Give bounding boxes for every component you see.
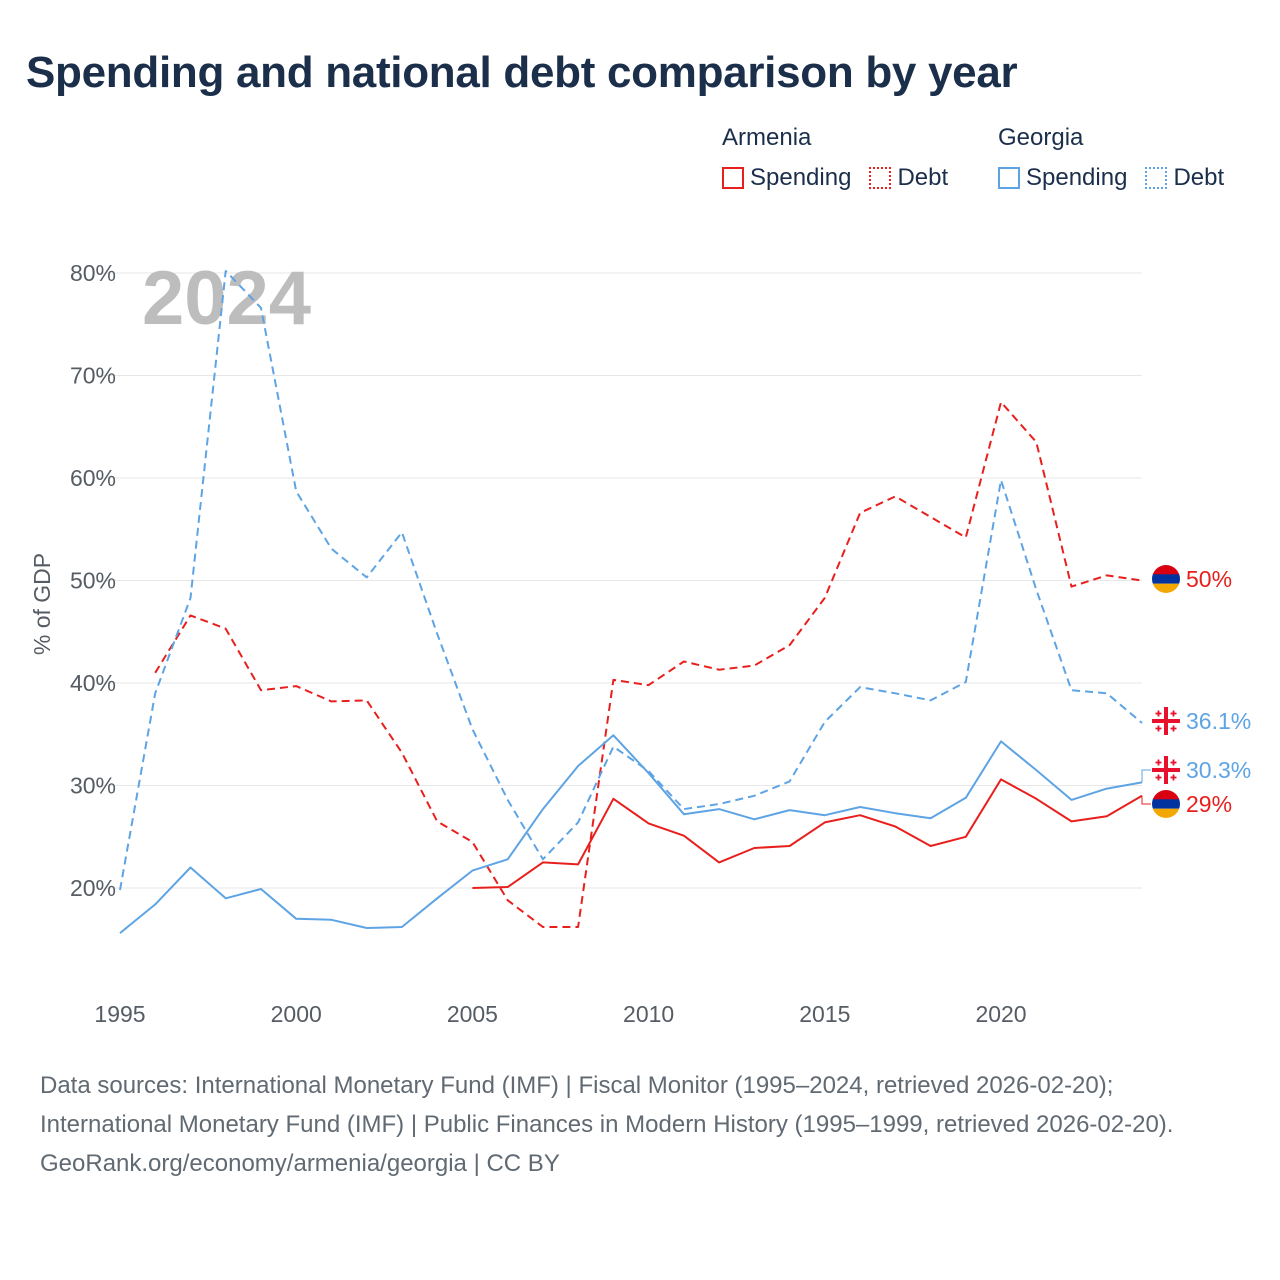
credit-link[interactable]: GeoRank.org/economy/armenia/georgia | CC… (40, 1150, 560, 1177)
series-lines (119, 270, 1143, 934)
chart-title: Spending and national debt comparison by… (26, 48, 1018, 97)
flag-armenia-icon-0 (1152, 565, 1180, 593)
series-line-armenia-spending (472, 778, 1143, 889)
legend-armenia-debt[interactable]: Debt (869, 164, 948, 192)
x-tick-label: 2015 (799, 1001, 850, 1027)
y-axis-label: % of GDP (29, 553, 55, 655)
end-connector (1141, 769, 1151, 783)
end-label: 50% (1186, 566, 1232, 592)
legend-georgia-spending[interactable]: Spending (998, 164, 1127, 192)
legend-georgia-country: Georgia (998, 124, 1084, 151)
y-tick-label: 60% (70, 465, 116, 491)
flag-georgia-icon-1 (1152, 707, 1180, 735)
end-label: 30.3% (1186, 757, 1251, 783)
y-tick-label: 40% (70, 670, 116, 696)
legend-armenia-country: Armenia (722, 124, 812, 151)
flag-georgia-icon-2 (1152, 756, 1180, 784)
legend-georgia-spending-swatch (998, 167, 1020, 189)
legend-georgia-debt[interactable]: Debt (1145, 164, 1224, 192)
legend-georgia-debt-swatch (1145, 167, 1168, 189)
x-tick-label: 2020 (975, 1001, 1026, 1027)
footer: Data sources: International Monetary Fun… (40, 1066, 1240, 1183)
x-tick-label: 2000 (271, 1001, 322, 1027)
y-tick-label: 80% (70, 260, 116, 286)
series-line-georgia-spending (119, 734, 1143, 934)
gridlines (96, 272, 1142, 889)
legend-georgia-debt-label: Debt (1173, 164, 1225, 191)
legend-armenia-debt-label: Debt (897, 164, 949, 191)
legend-georgia: Georgia Spending Debt (998, 124, 1224, 192)
data-sources: Data sources: International Monetary Fun… (40, 1072, 1174, 1138)
y-axis-ticks: 20% 30% 40% 50% 60% 70% 80% (70, 260, 116, 901)
end-connector (1141, 795, 1151, 805)
flag-armenia-icon-3 (1152, 790, 1180, 818)
legend-armenia: Armenia Spending Debt (722, 124, 948, 192)
x-tick-label: 2005 (447, 1001, 498, 1027)
year-overlay: 2024 (142, 256, 311, 341)
x-axis-ticks: 1995 2000 2005 2010 2015 2020 (94, 1001, 1026, 1027)
end-label: 36.1% (1186, 708, 1251, 734)
end-label: 29% (1186, 791, 1232, 817)
x-tick-label: 1995 (94, 1001, 145, 1027)
legend-armenia-debt-swatch (869, 167, 892, 189)
legend-georgia-spending-label: Spending (1026, 164, 1128, 191)
legend-armenia-spending-swatch (722, 167, 744, 189)
end-markers: 50% 36.1% 30.3% 29% (1141, 565, 1251, 818)
series-line-armenia-debt (154, 401, 1143, 928)
x-tick-label: 2010 (623, 1001, 674, 1027)
y-tick-label: 50% (70, 568, 116, 594)
series-line-georgia-debt (119, 270, 1143, 891)
y-tick-label: 20% (70, 875, 116, 901)
y-tick-label: 70% (70, 363, 116, 389)
y-tick-label: 30% (70, 773, 116, 799)
legend-armenia-spending-label: Spending (750, 164, 852, 191)
legend-armenia-spending[interactable]: Spending (722, 164, 851, 192)
